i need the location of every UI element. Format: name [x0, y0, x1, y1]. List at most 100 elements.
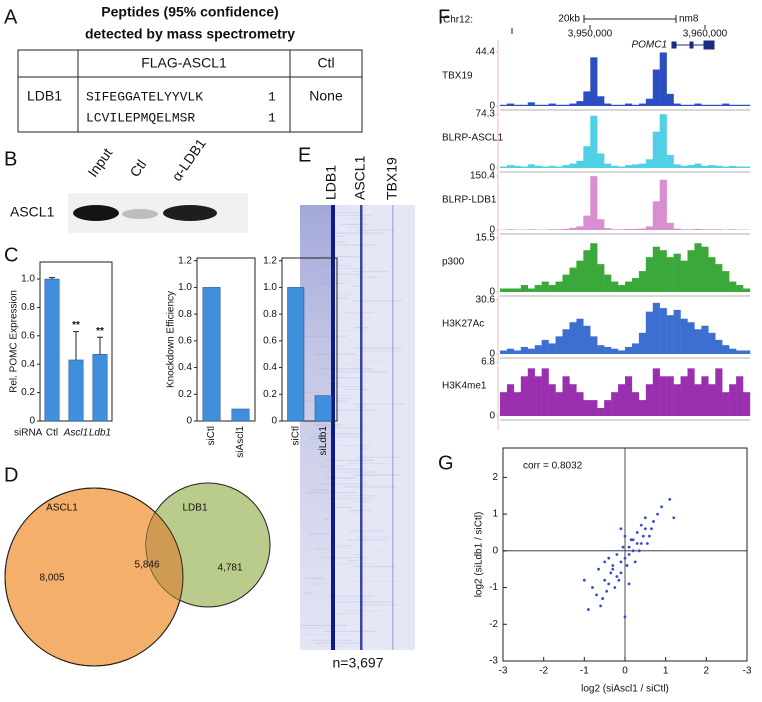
heatmap-texture	[337, 362, 380, 364]
signal-bin	[541, 104, 549, 106]
point	[639, 542, 643, 545]
signal-bin	[506, 384, 515, 416]
heatmap-texture	[311, 583, 319, 585]
signal-bin	[666, 376, 674, 416]
signal-bin	[715, 339, 723, 354]
heatmap-texture	[332, 613, 358, 615]
signal-bin	[715, 104, 723, 106]
signal-bin	[708, 165, 716, 168]
signal-bin	[666, 154, 674, 168]
point	[599, 604, 602, 608]
signal-bin	[715, 165, 723, 168]
signal-bin	[604, 103, 612, 106]
signal-bin	[736, 166, 744, 168]
error-bar	[49, 277, 55, 280]
signal-bin	[687, 165, 695, 168]
point	[627, 582, 631, 586]
heatmap-texture	[355, 456, 400, 458]
signal-bin	[708, 257, 716, 292]
point	[633, 560, 637, 564]
x-axis-label: log2 (siAscl1 / siCtl)	[581, 684, 669, 695]
signal-bin	[631, 228, 640, 230]
signal-bin	[666, 93, 674, 106]
scale-bar	[583, 15, 706, 29]
signal-bin	[534, 165, 542, 168]
y-tick-label: 1.0	[21, 274, 35, 285]
signal-bin	[583, 215, 591, 230]
signal-bin	[694, 228, 702, 230]
y-tick-label: -3	[489, 656, 498, 667]
signal-bin	[506, 229, 515, 230]
signal-bin	[604, 163, 612, 168]
heatmap-texture	[324, 453, 335, 455]
point	[627, 545, 631, 549]
heatmap-texture	[357, 536, 390, 538]
signal-bin	[562, 274, 570, 292]
signal-bin	[597, 219, 605, 230]
signal-bin	[611, 392, 619, 416]
heatmap-texture	[314, 353, 357, 355]
signal-bin	[541, 339, 549, 354]
signal-bin	[722, 166, 730, 168]
heatmap-texture	[354, 303, 398, 305]
peptide: SIFEGGATELYYVLK	[86, 89, 203, 104]
signal-bin	[534, 345, 542, 354]
signal-bin	[513, 104, 522, 106]
signal-bin	[534, 376, 542, 416]
signal-bin	[569, 103, 577, 106]
heatmap-texture	[333, 329, 373, 332]
point	[623, 534, 627, 538]
heatmap-texture	[306, 415, 315, 416]
heatmap-texture	[326, 498, 376, 500]
y-tick-label: 0.2	[178, 389, 192, 400]
y-tick-label: 0	[489, 411, 495, 422]
track-name: H3K4me1	[442, 381, 487, 392]
y-tick-label: 2	[492, 472, 498, 483]
heatmap-texture	[334, 232, 386, 234]
y-tick-label: 0.6	[263, 335, 277, 346]
point	[582, 578, 586, 582]
heatmap-texture	[338, 444, 372, 447]
heatmap-texture	[304, 577, 323, 579]
signal-bin	[743, 350, 751, 354]
heatmap-texture	[336, 542, 346, 543]
x-tick-label: -1	[580, 666, 589, 677]
point	[656, 512, 659, 516]
signal-bin	[645, 384, 653, 416]
point	[601, 597, 605, 600]
column-header: FLAG-ASCL1	[141, 55, 227, 71]
track-name: BLRP-ASCL1	[442, 133, 504, 144]
signal-bin	[673, 228, 681, 230]
point	[591, 586, 594, 589]
signal-bin	[604, 274, 612, 292]
signal-bin	[611, 104, 619, 106]
y-tick-label: 0	[489, 101, 495, 112]
column-header: Ctl	[317, 55, 334, 71]
signal-bin	[715, 229, 723, 230]
heatmap-texture	[343, 339, 373, 340]
point	[611, 567, 615, 571]
heatmap-texture	[348, 607, 362, 608]
signal-bin	[513, 350, 522, 354]
y-tick-label: 0.2	[21, 387, 35, 398]
signal-bin	[673, 384, 681, 416]
signal-bin	[500, 288, 508, 292]
heatmap-signal	[331, 205, 335, 650]
point	[652, 520, 655, 523]
signal-bin	[631, 392, 640, 416]
table-grid	[17, 49, 363, 133]
heatmap-texture	[302, 627, 347, 630]
signal-bin	[680, 260, 688, 292]
heatmap-texture	[307, 439, 323, 441]
signal-bin	[631, 343, 640, 354]
y-tick-label: 0.8	[178, 309, 192, 320]
signal-bin	[618, 350, 626, 354]
signal-bin	[500, 350, 508, 354]
heatmap-texture	[307, 533, 330, 535]
y-tick-label: 0.8	[263, 309, 277, 320]
signal-bin	[520, 166, 528, 168]
heatmap-texture	[326, 477, 356, 479]
signal-bin	[652, 201, 660, 230]
heatmap-texture	[320, 256, 359, 258]
heatmap-texture	[317, 262, 341, 264]
